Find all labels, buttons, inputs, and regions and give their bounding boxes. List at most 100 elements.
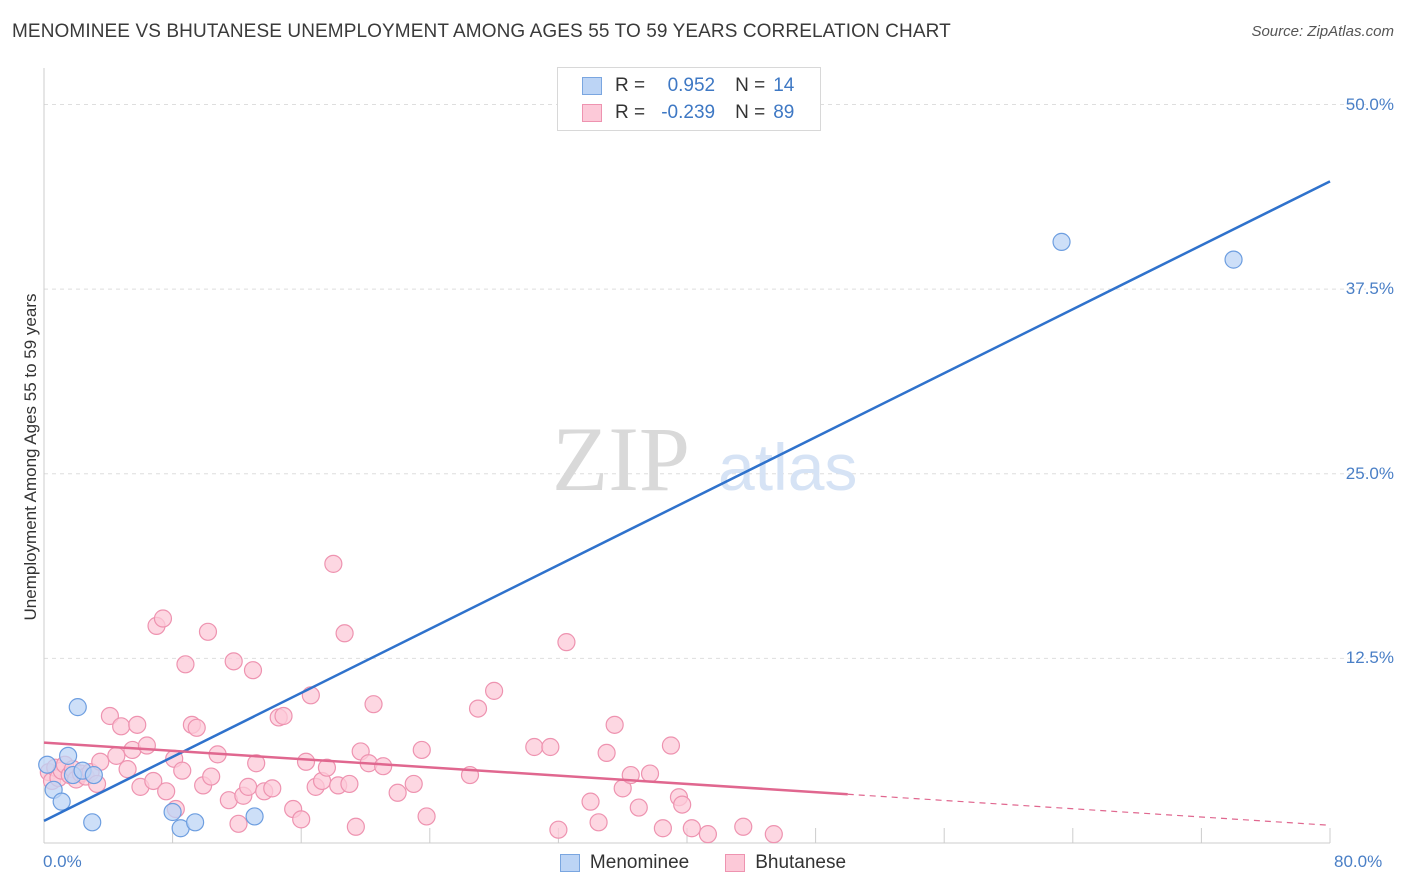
legend-item-menominee[interactable]: Menominee — [559, 852, 690, 874]
bhutanese-point — [263, 779, 282, 798]
stats-legend: R = 0.952 N = 14 R = -0.239 N = 89 — [557, 67, 821, 131]
trend-lines — [43, 180, 1331, 826]
legend-r-label: R = — [615, 75, 646, 96]
x-tick-label-max: 80.0% — [1334, 852, 1383, 871]
bhutanese-trend-extension — [847, 793, 1331, 826]
legend-item-bhutanese[interactable]: Bhutanese — [725, 852, 846, 874]
legend-row-bhutanese: R = -0.239 N = 89 — [582, 101, 794, 125]
bhutanese-points — [39, 554, 783, 844]
legend-label-bhutanese: Bhutanese — [755, 852, 847, 873]
menominee-point — [68, 698, 87, 717]
bhutanese-point — [417, 807, 436, 826]
bhutanese-point — [100, 706, 120, 726]
bhutanese-point — [673, 795, 692, 814]
bhutanese-point — [388, 783, 407, 802]
menominee-point — [1052, 232, 1071, 251]
gridlines — [44, 104, 1366, 659]
legend-swatch-bhutanese — [725, 854, 746, 872]
bhutanese-point — [202, 767, 221, 786]
bhutanese-point — [734, 817, 753, 836]
watermark-zip: ZIP — [552, 408, 690, 510]
bhutanese-point — [239, 777, 258, 796]
x-tick-label-min: 0.0% — [43, 852, 82, 871]
menominee-point — [163, 802, 182, 822]
bhutanese-point — [173, 761, 192, 780]
bhutanese-point — [525, 737, 544, 757]
bhutanese-point — [324, 554, 343, 573]
legend-label-menominee: Menominee — [589, 852, 690, 873]
y-tick-label: 50.0% — [1345, 94, 1394, 114]
bhutanese-point — [187, 718, 206, 737]
menominee-point — [84, 765, 103, 785]
menominee-point — [83, 813, 102, 832]
bhutanese-point — [549, 820, 568, 839]
legend-r-value-menominee: 0.952 — [667, 75, 716, 96]
menominee-point — [38, 755, 57, 774]
bhutanese-point — [137, 736, 156, 755]
chart-title: MENOMINEE VS BHUTANESE UNEMPLOYMENT AMON… — [12, 21, 951, 42]
bhutanese-point — [364, 695, 383, 714]
menominee-point — [1224, 250, 1243, 269]
bhutanese-point — [274, 706, 293, 726]
legend-swatch-bhutanese — [582, 104, 602, 122]
bhutanese-point — [653, 819, 672, 838]
legend-r-label: R = — [615, 102, 646, 123]
bhutanese-point — [468, 699, 488, 718]
bhutanese-point — [335, 624, 354, 643]
bhutanese-point — [346, 817, 365, 836]
bhutanese-point — [112, 717, 131, 736]
y-tick-label: 37.5% — [1345, 279, 1394, 299]
y-tick-label: 12.5% — [1345, 648, 1394, 668]
bhutanese-point — [589, 813, 608, 832]
bhutanese-point — [485, 681, 504, 700]
bhutanese-point — [229, 814, 248, 833]
bhutanese-point — [317, 758, 337, 777]
legend-swatch-menominee — [582, 77, 602, 95]
legend-row-menominee: R = 0.952 N = 14 — [582, 74, 794, 98]
bhutanese-point — [541, 737, 560, 757]
bhutanese-point — [629, 798, 648, 817]
bhutanese-point — [224, 652, 243, 671]
bhutanese-point — [374, 757, 393, 776]
bhutanese-point — [557, 633, 576, 652]
source-label: Source: ZipAtlas.com — [1251, 23, 1394, 40]
bhutanese-point — [198, 622, 218, 641]
bhutanese-point — [404, 774, 423, 794]
menominee-point — [245, 807, 264, 826]
bhutanese-point — [128, 715, 147, 734]
menominee-trend-line — [43, 180, 1331, 822]
bhutanese-trend-line — [43, 741, 848, 796]
menominee-point — [52, 792, 71, 811]
bhutanese-point — [764, 825, 783, 844]
bhutanese-point — [153, 609, 173, 628]
menominee-point — [59, 746, 78, 765]
bhutanese-point — [661, 736, 681, 755]
legend-r-value-bhutanese: -0.239 — [661, 102, 716, 123]
bhutanese-point — [597, 743, 616, 763]
legend-n-value-menominee: 14 — [773, 75, 795, 96]
bhutanese-point — [340, 774, 359, 794]
bhutanese-point — [144, 771, 163, 791]
bhutanese-point — [157, 782, 176, 801]
axes — [43, 68, 1331, 844]
bhutanese-point — [296, 752, 316, 771]
legend-n-label: N = — [735, 102, 766, 123]
bhutanese-point — [243, 661, 263, 680]
menominee-points — [38, 232, 1243, 838]
legend-n-label: N = — [735, 75, 766, 96]
legend-n-value-bhutanese: 89 — [773, 102, 795, 123]
bhutanese-point — [412, 740, 431, 760]
bhutanese-point — [605, 715, 624, 734]
y-axis-label: Unemployment Among Ages 55 to 59 years — [21, 293, 40, 621]
legend-swatch-menominee — [559, 854, 580, 872]
bhutanese-point — [118, 760, 137, 779]
bhutanese-point — [581, 792, 600, 811]
bhutanese-point — [640, 764, 660, 783]
series-legend: Menominee Bhutanese — [0, 852, 1406, 874]
bhutanese-point — [176, 655, 195, 674]
watermark-atlas: atlas — [718, 430, 857, 504]
bhutanese-point — [247, 754, 266, 773]
bhutanese-point — [292, 810, 311, 829]
bhutanese-point — [698, 825, 717, 844]
